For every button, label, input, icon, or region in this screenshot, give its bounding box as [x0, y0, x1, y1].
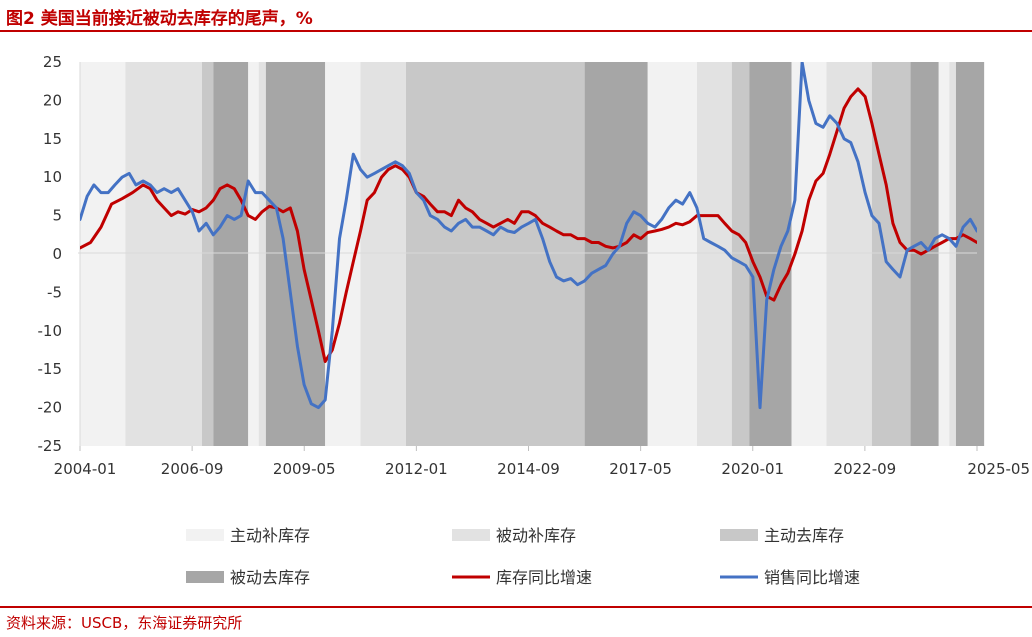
legend-swatch	[720, 529, 758, 541]
series-line-1	[80, 62, 977, 410]
y-tick-label: 10	[43, 168, 62, 186]
x-tick-label: 2009-05	[273, 460, 336, 478]
y-tick-label: -10	[38, 322, 63, 340]
y-tick-label: -5	[47, 283, 62, 301]
title-rule	[0, 30, 1032, 32]
source-rule	[0, 606, 1032, 608]
legend-item-2: 主动去库存	[720, 526, 844, 545]
phase-band-11	[647, 62, 697, 446]
legend-swatch	[186, 529, 224, 541]
figure-title: 图2 美国当前接近被动去库存的尾声，%	[6, 9, 313, 29]
phase-band-3	[213, 62, 249, 446]
legend-item-4: 库存同比增速	[452, 568, 592, 587]
legend-label: 销售同比增速	[764, 568, 860, 587]
phase-band-19	[938, 62, 950, 446]
phase-band-13	[731, 62, 750, 446]
phase-band-6	[265, 62, 326, 446]
legend-label: 主动去库存	[764, 526, 844, 545]
phase-band-8	[360, 62, 406, 446]
phase-band-21	[955, 62, 985, 446]
phase-band-20	[949, 62, 956, 446]
y-tick-label: 0	[52, 245, 62, 263]
legend-label: 主动补库存	[230, 526, 310, 545]
phase-band-0	[80, 62, 126, 446]
source-note: 资料来源：USCB，东海证券研究所	[6, 614, 243, 632]
legend-label: 被动补库存	[496, 526, 576, 545]
y-tick-label: 20	[43, 91, 62, 109]
y-tick-label: -20	[38, 399, 63, 417]
phase-band-17	[871, 62, 911, 446]
legend-swatch	[186, 571, 224, 583]
x-tick-label: 2012-01	[385, 460, 448, 478]
legend-label: 被动去库存	[230, 568, 310, 587]
phase-band-18	[910, 62, 939, 446]
y-axis-ticks: 25 20 15 10 5 0 -5 -10 -15 -20 -25	[38, 53, 63, 455]
phase-band-5	[258, 62, 266, 446]
legend-swatch	[452, 529, 490, 541]
x-tick-label: 2025-05	[967, 460, 1030, 478]
phase-band-1	[125, 62, 202, 446]
legend-item-1: 被动补库存	[452, 526, 576, 545]
x-tick-label: 2020-01	[721, 460, 784, 478]
y-tick-label: -15	[38, 360, 63, 378]
phase-band-12	[696, 62, 732, 446]
phase-band-14	[749, 62, 792, 446]
y-tick-label: 15	[43, 130, 62, 148]
x-tick-label: 2022-09	[834, 460, 897, 478]
x-tick-label: 2006-09	[161, 460, 224, 478]
legend-item-0: 主动补库存	[186, 526, 310, 545]
legend-item-5: 销售同比增速	[720, 568, 860, 587]
phase-band-16	[826, 62, 872, 446]
phase-band-4	[248, 62, 259, 446]
x-tick-label: 2017-05	[609, 460, 672, 478]
phase-band-10	[584, 62, 648, 446]
legend-label: 库存同比增速	[496, 568, 592, 587]
phase-band-15	[791, 62, 827, 446]
x-tick-label: 2004-01	[54, 460, 117, 478]
y-tick-label: -25	[38, 437, 63, 455]
phase-bands	[80, 62, 985, 446]
phase-band-2	[201, 62, 214, 446]
y-tick-label: 5	[52, 207, 62, 225]
x-axis-ticks: 2004-01 2006-09 2009-05 2012-01 2014-09 2017-…	[54, 446, 1030, 478]
legend-item-3: 被动去库存	[186, 568, 310, 587]
y-tick-label: 25	[43, 53, 62, 71]
series-lines	[80, 62, 977, 410]
phase-band-9	[405, 62, 585, 446]
x-tick-label: 2014-09	[497, 460, 560, 478]
series-line-0	[80, 87, 977, 363]
